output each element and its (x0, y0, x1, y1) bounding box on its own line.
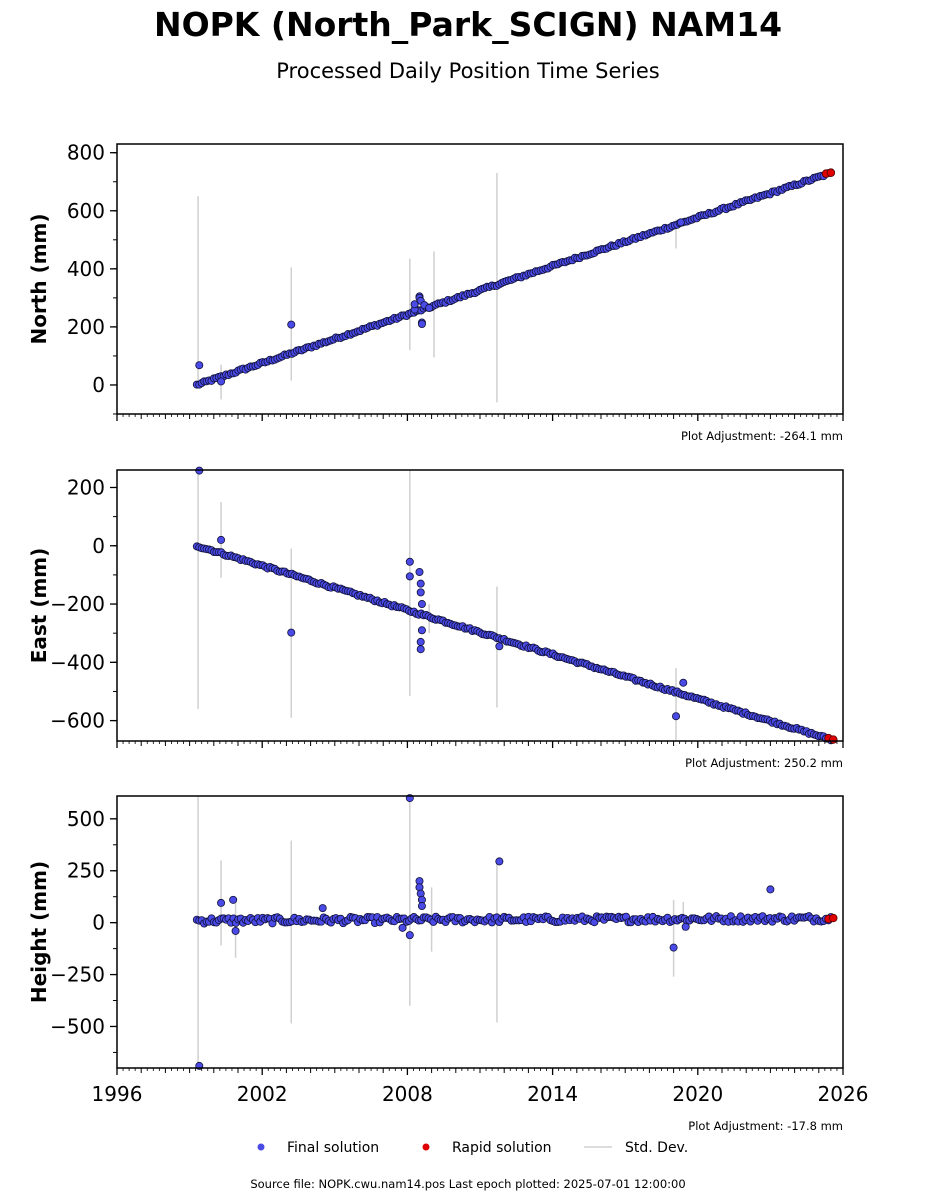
final-solution-point (416, 637, 425, 646)
y-tick-label: 250 (67, 859, 105, 883)
legend-final-marker (257, 1143, 265, 1151)
plot-adjustment-note: Plot Adjustment: -264.1 mm (681, 429, 843, 443)
final-solution-point (495, 857, 504, 866)
y-tick-label: −250 (50, 963, 105, 987)
plot-frame (116, 469, 844, 742)
final-solution-point (287, 320, 296, 329)
final-solution-point (672, 712, 681, 721)
x-tick-label: 1996 (92, 1082, 143, 1106)
final-solution-point (410, 300, 419, 309)
x-tick-label: 2026 (818, 1082, 869, 1106)
y-tick-label: 800 (67, 141, 105, 165)
y-tick-label: 200 (67, 475, 105, 499)
y-tick-label: 500 (67, 807, 105, 831)
y-tick-label: 0 (92, 373, 105, 397)
plot-adjustment-note: Plot Adjustment: -17.8 mm (688, 1119, 843, 1133)
final-solution-point (405, 557, 414, 566)
y-tick-label: 400 (67, 257, 105, 281)
y-axis-label: East (mm) (27, 548, 51, 664)
final-solution-point (217, 535, 226, 544)
final-solution-point (416, 588, 425, 597)
east-panel: −600 −400 −200 0 200 East (mm) Plot Adjustment… (27, 466, 844, 770)
legend-std-label: Std. Dev. (625, 1140, 688, 1156)
final-solution-point (425, 304, 434, 313)
y-tick-label: −200 (50, 592, 105, 616)
y-tick-label: −600 (50, 709, 105, 733)
y-tick-label: 0 (92, 911, 105, 935)
legend: Final solution Rapid solution Std. Dev. (257, 1140, 688, 1156)
final-solution-point (417, 600, 426, 609)
final-solution-point (676, 218, 685, 227)
y-tick-label: 600 (67, 199, 105, 223)
plot-frame (116, 795, 844, 1069)
rapid-solution-point (829, 913, 838, 923)
final-solution-point (417, 626, 426, 635)
final-solution-point (417, 319, 426, 328)
y-tick-label: 200 (67, 315, 105, 339)
x-tick-label: 2014 (527, 1082, 578, 1106)
final-solution-point (681, 922, 690, 931)
legend-rapid-label: Rapid solution (452, 1140, 552, 1156)
final-solution-point (495, 642, 504, 651)
y-axis-label: Height (mm) (27, 861, 51, 1003)
height-panel: −500 −250 0 250 500 1996 2002 2008 2014 2020 2026 H… (27, 794, 868, 1133)
final-solution-point (416, 645, 425, 654)
y-tick-label: −400 (50, 650, 105, 674)
x-tick-label: 2020 (672, 1082, 723, 1106)
final-solution-point (669, 943, 678, 952)
figure-title: NOPK (North_Park_SCIGN) NAM14 (154, 5, 782, 44)
north-panel: 0 200 400 600 800 North (mm) Plot Adjustment: … (27, 141, 844, 443)
plot-adjustment-note: Plot Adjustment: 250.2 mm (685, 756, 843, 770)
final-solution-point (417, 902, 426, 911)
final-solution-point (229, 895, 238, 904)
final-solution-point (318, 904, 327, 913)
final-solution-point (398, 923, 407, 932)
final-solution-point (287, 628, 296, 637)
x-tick-label: 2008 (382, 1082, 433, 1106)
final-solution-point (405, 931, 414, 940)
legend-final-label: Final solution (287, 1140, 379, 1156)
y-tick-label: −500 (50, 1014, 105, 1038)
final-solution-point (416, 579, 425, 588)
final-solution-point (766, 885, 775, 894)
source-line: Source file: NOPK.cwu.nam14.pos Last epo… (250, 1177, 685, 1191)
final-solution-point (415, 567, 424, 576)
y-axis-label: North (mm) (27, 213, 51, 344)
y-tick-label: 0 (92, 534, 105, 558)
figure-subtitle: Processed Daily Position Time Series (276, 59, 660, 83)
legend-rapid-marker (422, 1143, 430, 1151)
final-solution-point (195, 361, 204, 370)
final-solution-point (405, 572, 414, 581)
final-solution-point (231, 926, 240, 935)
final-solution-point (217, 898, 226, 907)
final-solution-point (679, 678, 688, 687)
rapid-solution-point (826, 168, 836, 177)
x-tick-label: 2002 (237, 1082, 288, 1106)
final-solution-point (217, 377, 226, 386)
